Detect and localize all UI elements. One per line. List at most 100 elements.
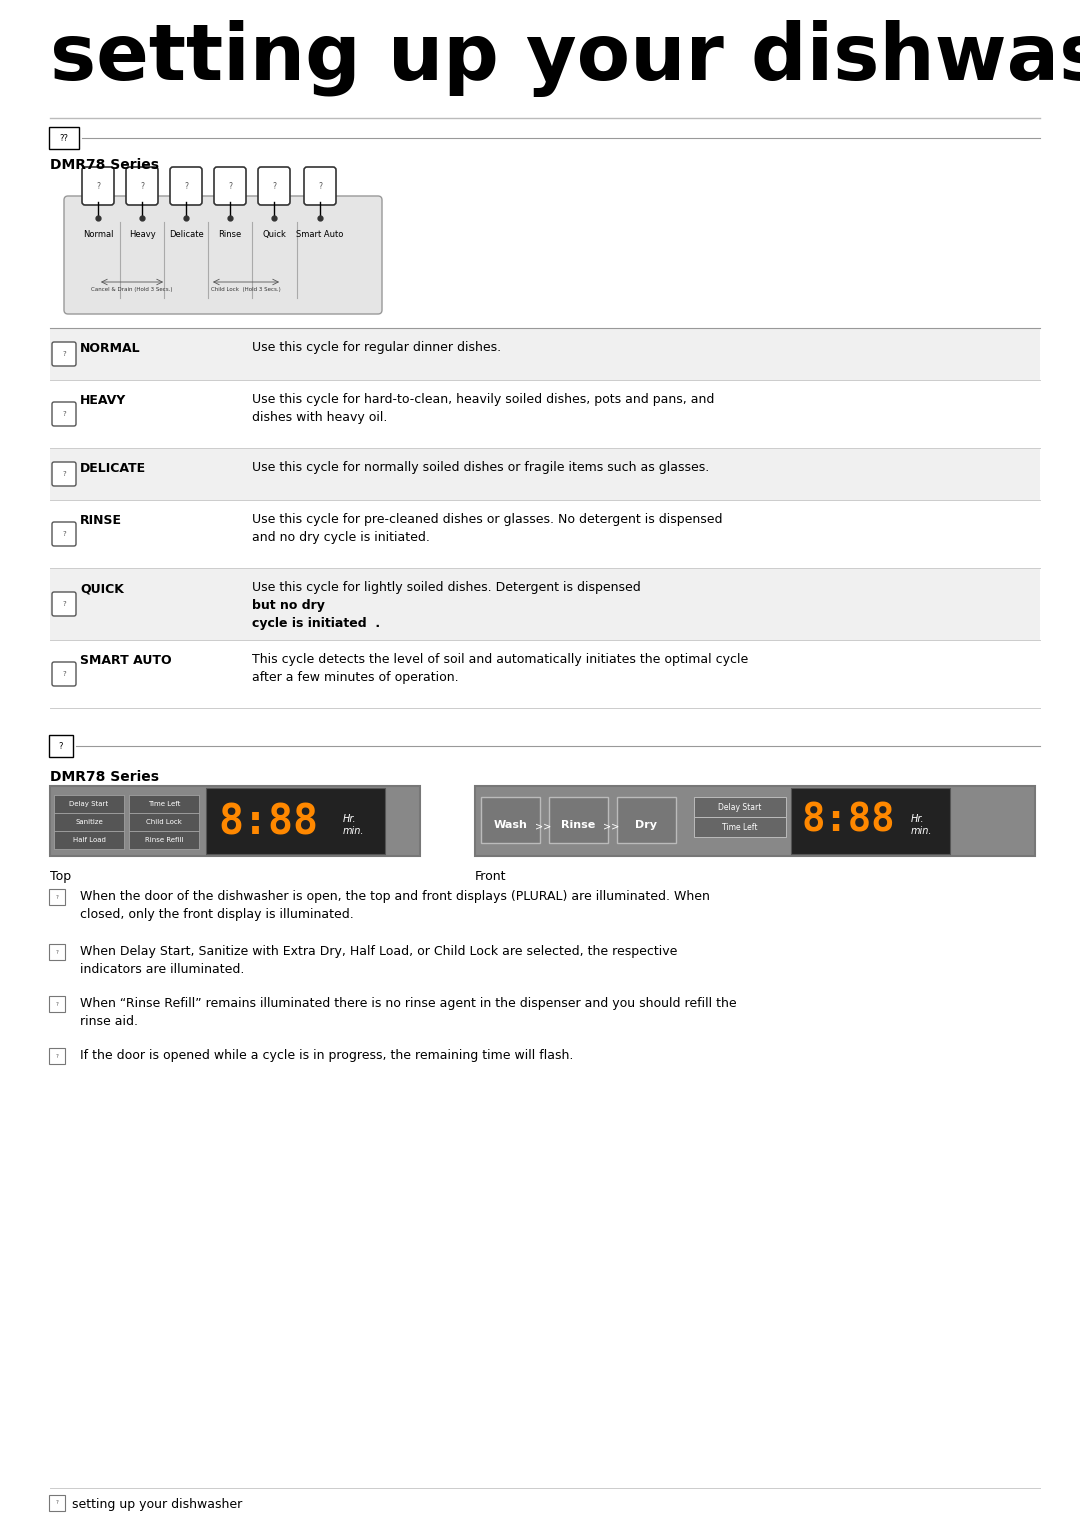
Text: ??: ?? bbox=[59, 133, 68, 142]
FancyBboxPatch shape bbox=[50, 786, 420, 855]
FancyBboxPatch shape bbox=[52, 522, 76, 546]
Text: ?: ? bbox=[63, 471, 66, 477]
Text: Cancel & Drain (Hold 3 Secs.): Cancel & Drain (Hold 3 Secs.) bbox=[91, 288, 173, 292]
Text: Front: Front bbox=[475, 871, 507, 883]
Text: 8:88: 8:88 bbox=[801, 802, 894, 838]
Text: Rinse Refill: Rinse Refill bbox=[145, 837, 184, 843]
Text: min.: min. bbox=[912, 826, 932, 835]
Text: Use this cycle for pre-cleaned dishes or glasses. No detergent is dispensed: Use this cycle for pre-cleaned dishes or… bbox=[252, 513, 723, 526]
Text: >>: >> bbox=[603, 822, 619, 831]
FancyBboxPatch shape bbox=[49, 734, 73, 757]
Text: ?: ? bbox=[63, 601, 66, 607]
Text: ?: ? bbox=[184, 182, 188, 191]
FancyBboxPatch shape bbox=[49, 1495, 65, 1512]
FancyBboxPatch shape bbox=[694, 817, 786, 837]
FancyBboxPatch shape bbox=[129, 796, 199, 812]
Text: Use this cycle for regular dinner dishes.: Use this cycle for regular dinner dishes… bbox=[252, 341, 501, 353]
Text: ?: ? bbox=[58, 742, 64, 751]
Text: Hr.: Hr. bbox=[343, 814, 356, 825]
Text: DMR78 Series: DMR78 Series bbox=[50, 158, 159, 171]
Text: Rinse: Rinse bbox=[218, 230, 242, 239]
Text: ?: ? bbox=[63, 412, 66, 418]
FancyBboxPatch shape bbox=[50, 640, 1040, 708]
Text: ?: ? bbox=[55, 1501, 58, 1506]
Text: If the door is opened while a cycle is in progress, the remaining time will flas: If the door is opened while a cycle is i… bbox=[80, 1050, 573, 1062]
Text: Child Lock  (Hold 3 Secs.): Child Lock (Hold 3 Secs.) bbox=[211, 288, 281, 292]
Text: Use this cycle for normally soiled dishes or fragile items such as glasses.: Use this cycle for normally soiled dishe… bbox=[252, 461, 710, 474]
Text: and no dry cycle is initiated.: and no dry cycle is initiated. bbox=[252, 531, 430, 545]
Text: Quick: Quick bbox=[262, 230, 286, 239]
FancyBboxPatch shape bbox=[54, 812, 124, 831]
Text: indicators are illuminated.: indicators are illuminated. bbox=[80, 962, 244, 976]
FancyBboxPatch shape bbox=[129, 831, 199, 849]
FancyBboxPatch shape bbox=[52, 592, 76, 617]
Text: rinse aid.: rinse aid. bbox=[80, 1014, 138, 1028]
Text: Normal: Normal bbox=[83, 230, 113, 239]
Text: but no dry: but no dry bbox=[252, 600, 325, 612]
FancyBboxPatch shape bbox=[50, 379, 1040, 448]
FancyBboxPatch shape bbox=[49, 889, 65, 906]
Text: Use this cycle for hard-to-clean, heavily soiled dishes, pots and pans, and: Use this cycle for hard-to-clean, heavil… bbox=[252, 393, 714, 405]
Text: Sanitize: Sanitize bbox=[76, 819, 103, 825]
Text: ?: ? bbox=[55, 1054, 58, 1059]
FancyBboxPatch shape bbox=[54, 831, 124, 849]
FancyBboxPatch shape bbox=[49, 1048, 65, 1063]
Text: Half Load: Half Load bbox=[72, 837, 106, 843]
Text: ?: ? bbox=[63, 350, 66, 356]
FancyBboxPatch shape bbox=[791, 788, 950, 854]
Text: dishes with heavy oil.: dishes with heavy oil. bbox=[252, 412, 388, 424]
Text: Hr.: Hr. bbox=[912, 814, 924, 825]
FancyBboxPatch shape bbox=[49, 944, 65, 959]
Text: QUICK: QUICK bbox=[80, 581, 124, 595]
Text: min.: min. bbox=[343, 826, 365, 835]
Text: Wash: Wash bbox=[494, 820, 527, 829]
FancyBboxPatch shape bbox=[82, 167, 114, 205]
Text: ?: ? bbox=[55, 895, 58, 900]
Text: ?: ? bbox=[96, 182, 100, 191]
FancyBboxPatch shape bbox=[129, 812, 199, 831]
Text: after a few minutes of operation.: after a few minutes of operation. bbox=[252, 672, 459, 684]
FancyBboxPatch shape bbox=[52, 462, 76, 487]
FancyBboxPatch shape bbox=[49, 996, 65, 1011]
Text: ?: ? bbox=[140, 182, 144, 191]
Text: closed, only the front display is illuminated.: closed, only the front display is illumi… bbox=[80, 907, 354, 921]
Text: Delay Start: Delay Start bbox=[718, 803, 761, 811]
FancyBboxPatch shape bbox=[258, 167, 291, 205]
Text: HEAVY: HEAVY bbox=[80, 395, 126, 407]
Text: ?: ? bbox=[272, 182, 276, 191]
Text: NORMAL: NORMAL bbox=[80, 343, 140, 355]
Text: This cycle detects the level of soil and automatically initiates the optimal cyc: This cycle detects the level of soil and… bbox=[252, 653, 748, 666]
Text: setting up your dishwasher: setting up your dishwasher bbox=[50, 20, 1080, 96]
Text: ?: ? bbox=[55, 1002, 58, 1007]
FancyBboxPatch shape bbox=[49, 127, 79, 148]
FancyBboxPatch shape bbox=[54, 796, 124, 812]
Text: Smart Auto: Smart Auto bbox=[296, 230, 343, 239]
Text: ?: ? bbox=[228, 182, 232, 191]
FancyBboxPatch shape bbox=[617, 797, 676, 843]
Text: ?: ? bbox=[63, 672, 66, 676]
Text: DMR78 Series: DMR78 Series bbox=[50, 770, 159, 783]
Text: setting up your dishwasher: setting up your dishwasher bbox=[72, 1498, 242, 1512]
Text: Time Left: Time Left bbox=[148, 802, 180, 806]
Text: When the door of the dishwasher is open, the top and front displays (PLURAL) are: When the door of the dishwasher is open,… bbox=[80, 890, 710, 903]
Text: Delicate: Delicate bbox=[168, 230, 203, 239]
Text: Time Left: Time Left bbox=[723, 823, 758, 831]
Text: RINSE: RINSE bbox=[80, 514, 122, 526]
FancyBboxPatch shape bbox=[50, 448, 1040, 500]
FancyBboxPatch shape bbox=[694, 797, 786, 817]
Text: Delay Start: Delay Start bbox=[69, 802, 109, 806]
Text: cycle is initiated  .: cycle is initiated . bbox=[252, 617, 380, 630]
Text: When Delay Start, Sanitize with Extra Dry, Half Load, or Child Lock are selected: When Delay Start, Sanitize with Extra Dr… bbox=[80, 946, 677, 958]
FancyBboxPatch shape bbox=[126, 167, 158, 205]
FancyBboxPatch shape bbox=[214, 167, 246, 205]
FancyBboxPatch shape bbox=[52, 662, 76, 685]
FancyBboxPatch shape bbox=[50, 568, 1040, 640]
FancyBboxPatch shape bbox=[64, 196, 382, 314]
Text: Heavy: Heavy bbox=[129, 230, 156, 239]
FancyBboxPatch shape bbox=[549, 797, 608, 843]
FancyBboxPatch shape bbox=[50, 327, 1040, 379]
Text: Top: Top bbox=[50, 871, 71, 883]
Text: ?: ? bbox=[318, 182, 322, 191]
FancyBboxPatch shape bbox=[52, 402, 76, 425]
FancyBboxPatch shape bbox=[50, 500, 1040, 568]
